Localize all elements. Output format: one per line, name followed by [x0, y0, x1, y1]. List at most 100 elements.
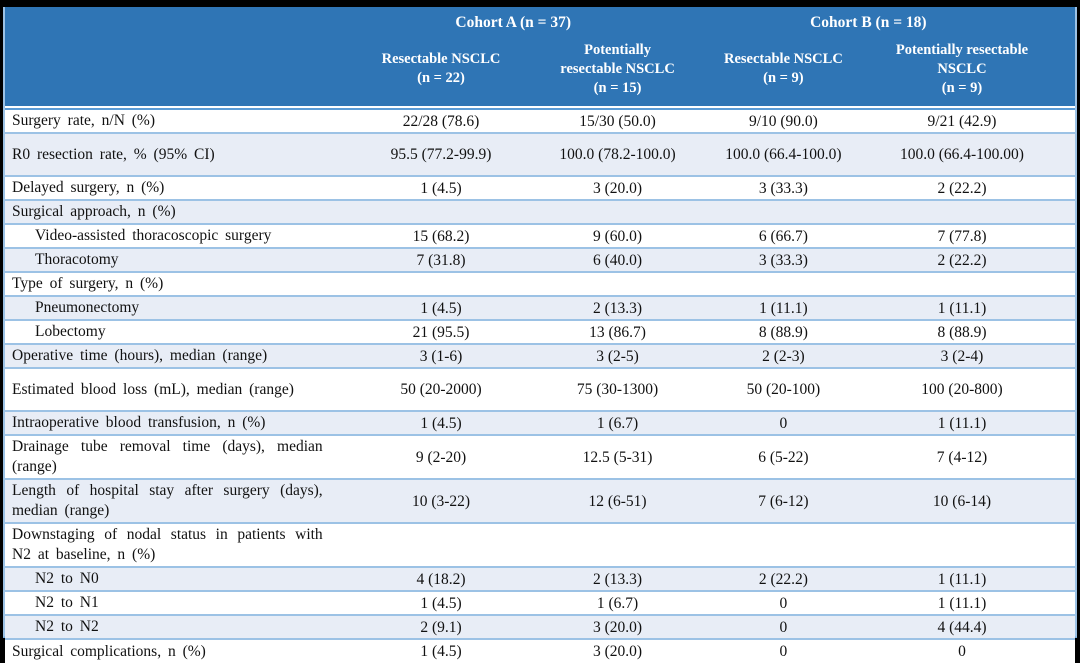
- cell-value: 6 (40.0): [593, 251, 643, 269]
- cell-value: 0: [779, 594, 788, 612]
- table-row: Intraoperative blood transfusion, n (%) 1…: [5, 412, 1075, 436]
- cell-value: 2 (22.2): [937, 179, 987, 197]
- cell-value: 3 (20.0): [593, 179, 643, 197]
- header-divider: [5, 108, 1075, 110]
- cell-value: 1 (6.7): [596, 414, 639, 432]
- row-label: Surgical complications, n (%): [12, 642, 206, 660]
- table-row: Thoracotomy 7 (31.8) 6 (40.0) 3 (33.3) 2 (22…: [5, 249, 1075, 273]
- cell-value: [690, 201, 877, 223]
- cell-value: 100.0 (78.2-100.0): [559, 146, 676, 163]
- row-label: Downstaging of nodal status in patients …: [12, 526, 323, 563]
- cell-value: 2 (2-3): [762, 347, 805, 365]
- cell-value: 1 (6.7): [596, 594, 639, 612]
- cell-value: 7 (6-12): [758, 492, 809, 510]
- table-header: Cohort A (n = 37) Cohort B (n = 18) Rese…: [5, 7, 1075, 108]
- table-row: Type of surgery, n (%): [5, 273, 1075, 297]
- cell-value: 6 (5-22): [758, 448, 809, 466]
- row-label: Delayed surgery, n (%): [12, 179, 165, 196]
- cell-value: 1 (11.1): [759, 299, 808, 317]
- row-label: Estimated blood loss (mL), median (range…: [12, 380, 294, 398]
- cell-value: 1 (4.5): [420, 179, 462, 197]
- table-row: Surgery rate, n/N (%) 22/28 (78.6) 15/30 (…: [5, 110, 1075, 134]
- cell-value: 0: [779, 414, 788, 432]
- cohort-a-header: Cohort A (n = 37): [455, 14, 572, 31]
- cell-value: 50 (20-100): [746, 381, 821, 398]
- row-label: N2 to N2: [35, 618, 99, 635]
- header-spacer: [5, 36, 337, 102]
- cell-value: 1 (4.5): [420, 414, 462, 432]
- cell-value: 100 (20-800): [921, 381, 1003, 398]
- cell-value: 1 (4.5): [420, 299, 462, 317]
- table-row: N2 to N0 4 (18.2) 2 (13.3) 2 (22.2) 1 (11.1): [5, 568, 1075, 592]
- cell-value: 2 (22.2): [937, 251, 987, 269]
- cell-value: 0: [779, 643, 788, 660]
- cell-value: 15 (68.2): [412, 227, 470, 245]
- cell-value: 4 (18.2): [416, 570, 466, 588]
- cell-value: 9 (2-20): [415, 448, 467, 466]
- cell-value: 10 (6-14): [932, 492, 992, 510]
- table-row: N2 to N2 2 (9.1) 3 (20.0) 0 4 (44.4): [5, 616, 1075, 640]
- cell-value: 1 (11.1): [937, 570, 987, 588]
- cell-value: [545, 524, 689, 566]
- cell-value: 7 (31.8): [416, 251, 466, 269]
- table-row: Drainage tube removal time (days), media…: [5, 436, 1075, 480]
- cell-value: 9/10 (90.0): [748, 112, 818, 130]
- row-label: N2 to N0: [35, 570, 99, 587]
- cell-value: 3 (20.0): [593, 643, 643, 660]
- cell-value: [690, 273, 877, 295]
- cell-value: 1 (11.1): [937, 594, 987, 612]
- table-row: Video-assisted thoracoscopic surgery 15 (…: [5, 225, 1075, 249]
- cell-value: 3 (33.3): [758, 251, 808, 269]
- cell-value: [337, 524, 546, 566]
- cell-value: 2 (13.3): [593, 570, 643, 588]
- cohort-b-header: Cohort B (n = 18): [810, 14, 927, 31]
- column-header-potentially-a: Potentially resectable NSCLC (n = 15): [560, 41, 675, 96]
- cell-value: 75 (30-1300): [576, 381, 659, 398]
- cell-value: 1 (11.1): [937, 299, 987, 317]
- cell-value: 12 (6-51): [588, 492, 647, 510]
- row-label: Thoracotomy: [35, 251, 119, 268]
- cell-value: [877, 524, 1075, 566]
- cell-value: 100.0 (66.4-100.00): [899, 146, 1024, 163]
- cell-value: 9/21 (42.9): [927, 112, 997, 130]
- page: { "table": { "header": { "cohort_a": "Co…: [3, 7, 1077, 663]
- row-label: R0 resection rate, % (95% CI): [12, 145, 215, 163]
- table-body: Surgery rate, n/N (%) 22/28 (78.6) 15/30 (…: [5, 110, 1075, 663]
- row-label: Drainage tube removal time (days), media…: [12, 438, 323, 475]
- cell-value: 21 (95.5): [412, 323, 470, 341]
- cell-value: 1 (4.5): [420, 643, 462, 660]
- table-row: Surgical complications, n (%) 1 (4.5) 3 (2…: [5, 640, 1075, 663]
- cell-value: 95.5 (77.2-99.9): [390, 146, 492, 163]
- cell-value: 3 (33.3): [758, 179, 808, 197]
- cell-value: 3 (20.0): [593, 618, 643, 636]
- cell-value: 6 (66.7): [758, 227, 808, 245]
- row-label: Length of hospital stay after surgery (d…: [12, 482, 323, 519]
- table-row: Operative time (hours), median (range) 3 …: [5, 345, 1075, 369]
- table-row: Length of hospital stay after surgery (d…: [5, 480, 1075, 524]
- table-row: R0 resection rate, % (95% CI) 95.5 (77.2-…: [5, 134, 1075, 177]
- cell-value: 15/30 (50.0): [579, 112, 656, 130]
- cell-value: 3 (1-6): [419, 347, 463, 365]
- column-header-row: Resectable NSCLC (n = 22) Potentially re…: [5, 36, 1075, 106]
- cell-value: 7 (77.8): [937, 227, 987, 245]
- cell-value: [545, 273, 689, 295]
- cell-value: 1 (4.5): [420, 594, 462, 612]
- cohort-header-row: Cohort A (n = 37) Cohort B (n = 18): [5, 7, 1075, 36]
- cell-value: 8 (88.9): [937, 323, 987, 341]
- surgery-outcomes-table: Cohort A (n = 37) Cohort B (n = 18) Rese…: [3, 7, 1077, 663]
- row-label: N2 to N1: [35, 594, 99, 611]
- row-label: Type of surgery, n (%): [12, 275, 164, 292]
- table-row: Estimated blood loss (mL), median (range…: [5, 369, 1075, 412]
- cell-value: [877, 273, 1075, 295]
- table-row: Surgical approach, n (%): [5, 201, 1075, 225]
- cell-value: 2 (13.3): [593, 299, 643, 317]
- cell-value: 13 (86.7): [589, 323, 646, 341]
- row-label: Operative time (hours), median (range): [12, 347, 268, 364]
- cell-value: 1 (11.1): [937, 414, 987, 432]
- cell-value: 7 (4-12): [936, 448, 988, 466]
- cell-value: 100.0 (66.4-100.0): [725, 146, 842, 163]
- table-row: Pneumonectomy 1 (4.5) 2 (13.3) 1 (11.1) 1 (1…: [5, 297, 1075, 321]
- cell-value: 50 (20-2000): [400, 381, 482, 398]
- row-label: Pneumonectomy: [35, 299, 140, 316]
- column-header-potentially-b: Potentially resectable NSCLC (n = 9): [895, 41, 1029, 96]
